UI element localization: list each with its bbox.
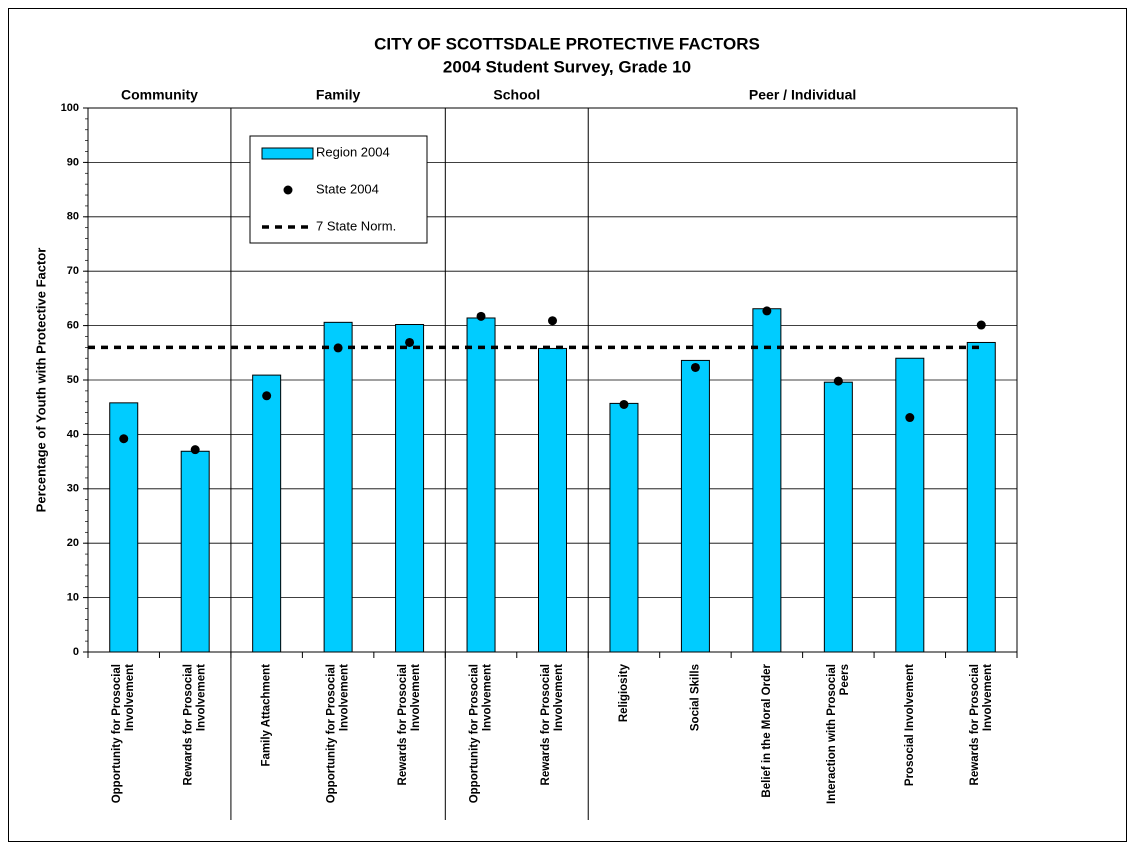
- state-dot: [405, 337, 415, 347]
- x-tick-label: Belief in the Moral Order: [761, 663, 773, 797]
- bar: [466, 317, 496, 653]
- y-tick-label: 70: [67, 265, 79, 277]
- bar: [680, 359, 710, 653]
- group-label: Community: [121, 87, 198, 103]
- group-label: Family: [316, 87, 361, 103]
- bar: [538, 347, 567, 653]
- state-dot: [690, 362, 700, 372]
- state-dot: [905, 413, 915, 423]
- legend-swatch: [261, 147, 314, 160]
- y-tick-label: 0: [73, 646, 79, 658]
- y-tick-label: 100: [61, 102, 79, 114]
- bar: [752, 308, 782, 653]
- y-tick-label: 30: [67, 483, 79, 495]
- bar: [323, 321, 353, 653]
- state-dot: [262, 391, 272, 401]
- x-tick-label: Interaction with ProsocialPeers: [826, 664, 851, 804]
- group-label: School: [493, 87, 540, 103]
- chart-title: CITY OF SCOTTSDALE PROTECTIVE FACTORS: [374, 34, 760, 53]
- bar: [395, 324, 425, 653]
- x-tick-label: Rewards for ProsocialInvolvement: [183, 664, 208, 786]
- state-dot: [619, 399, 629, 409]
- y-tick-label: 10: [67, 592, 79, 604]
- x-tick-label: Rewards for ProsocialInvolvement: [397, 664, 422, 786]
- bar: [966, 341, 996, 653]
- x-tick-label: Religiosity: [618, 663, 630, 722]
- y-axis-title: Percentage of Youth with Protective Fact…: [33, 248, 48, 513]
- y-tick-label: 20: [67, 537, 79, 549]
- state-dot: [762, 306, 772, 316]
- bar: [823, 381, 853, 653]
- y-tick-label: 80: [67, 211, 79, 223]
- x-tick-label: Rewards for ProsocialInvolvement: [969, 664, 994, 786]
- legend-label: State 2004: [316, 181, 379, 196]
- x-tick-label: Opportunity for ProsocialInvolvement: [469, 664, 494, 803]
- legend-label: 7 State Norm.: [316, 218, 396, 233]
- legend-label: Region 2004: [316, 144, 390, 159]
- y-tick-label: 60: [67, 320, 79, 332]
- y-tick-label: 90: [67, 156, 79, 168]
- state-dot: [548, 316, 557, 326]
- state-dot: [190, 445, 200, 455]
- state-dot: [833, 376, 843, 386]
- y-tick-label: 40: [67, 428, 79, 440]
- bar: [180, 450, 210, 653]
- x-tick-label: Opportunity for ProsocialInvolvement: [111, 664, 136, 803]
- bar: [895, 357, 925, 653]
- bar: [609, 402, 639, 653]
- group-label: Peer / Individual: [749, 87, 856, 103]
- bar: [252, 374, 282, 653]
- state-dot: [976, 320, 986, 330]
- chart-subtitle: 2004 Student Survey, Grade 10: [443, 57, 691, 76]
- x-tick-label: Prosocial Involvement: [904, 664, 916, 786]
- legend-swatch: [283, 185, 293, 195]
- x-tick-label: Family Attachment: [261, 664, 273, 767]
- x-tick-label: Rewards for ProsocialInvolvement: [540, 664, 565, 786]
- state-dot: [476, 311, 486, 321]
- y-tick-label: 50: [67, 374, 79, 386]
- bar: [109, 402, 139, 653]
- state-dot: [119, 434, 129, 444]
- x-tick-label: Social Skills: [689, 664, 701, 731]
- x-tick-label: Opportunity for ProsocialInvolvement: [326, 664, 351, 803]
